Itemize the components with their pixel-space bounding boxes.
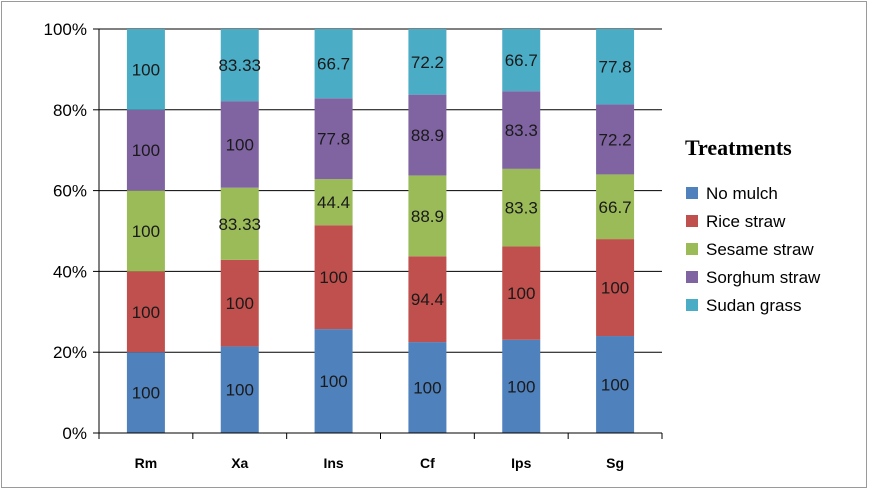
- data-label: 83.3: [505, 199, 538, 218]
- data-label: 100: [226, 381, 254, 400]
- data-label: 100: [132, 303, 160, 322]
- data-label: 100: [132, 60, 160, 79]
- bar-segment: [220, 101, 259, 188]
- legend-entry: Sudan grass: [706, 296, 801, 315]
- bar-segment: [408, 29, 447, 95]
- bar-segment: [220, 259, 259, 347]
- bar-segment: [314, 29, 353, 99]
- bar-segment: [502, 91, 541, 169]
- data-label: 88.9: [411, 126, 444, 145]
- bar-segment: [314, 225, 353, 330]
- legend-entry: Sorghum straw: [706, 268, 821, 287]
- data-label: 77.8: [599, 58, 632, 77]
- data-label: 88.9: [411, 207, 444, 226]
- bar-segment: [502, 246, 541, 340]
- data-label: 100: [226, 135, 254, 154]
- y-tick-label: 20%: [53, 343, 87, 362]
- legend: Treatments No mulch Rice straw Sesame stra…: [685, 135, 821, 315]
- data-label: 44.4: [317, 193, 350, 212]
- data-label: 100: [132, 384, 160, 403]
- legend-entry: No mulch: [706, 184, 778, 203]
- bar-segment: [408, 256, 447, 343]
- legend-swatch: [686, 243, 698, 255]
- bar-segment: [314, 98, 353, 180]
- bar-segment: [314, 179, 353, 226]
- legend-swatch: [686, 187, 698, 199]
- y-tick-label: 80%: [53, 101, 87, 120]
- bar-segment: [596, 29, 635, 105]
- bar-segment: [220, 29, 259, 102]
- bar-segment: [126, 352, 165, 433]
- bar-segment: [596, 239, 635, 337]
- data-label: 83.3: [505, 121, 538, 140]
- x-tick-label: Cf: [420, 455, 435, 471]
- bar-segment: [596, 174, 635, 240]
- bar-segment: [220, 187, 259, 260]
- data-label: 100: [507, 284, 535, 303]
- data-label: 83.33: [218, 56, 261, 75]
- data-label: 72.2: [599, 130, 632, 149]
- bar-segment: [126, 190, 165, 272]
- bar-segment: [596, 336, 635, 433]
- legend-entry: Sesame straw: [706, 240, 814, 259]
- data-label: 100: [413, 379, 441, 398]
- data-label: 94.4: [411, 290, 444, 309]
- bar-segment: [502, 339, 541, 433]
- bar-segment: [408, 94, 447, 176]
- axes: 0% 20% 40% 60% 80% 100% Rm Xa Ins Cf Ips Sg: [44, 20, 663, 471]
- data-label: 100: [601, 376, 629, 395]
- y-tick-label: 40%: [53, 262, 87, 281]
- bars: 100 100 100 100 100 100 100 83.33 100 83.33 100 100…: [126, 29, 635, 433]
- legend-entry: Rice straw: [706, 212, 786, 231]
- data-label: 77.8: [317, 130, 350, 149]
- data-label: 100: [601, 279, 629, 298]
- bar-segment: [126, 271, 165, 353]
- data-label: 100: [319, 372, 347, 391]
- data-label: 100: [132, 222, 160, 241]
- bar-segment: [596, 104, 635, 175]
- legend-swatch: [686, 271, 698, 283]
- bar-segment: [408, 175, 447, 257]
- data-label: 72.2: [411, 53, 444, 72]
- x-tick-label: Ips: [511, 455, 531, 471]
- x-tick-label: Ins: [323, 455, 343, 471]
- y-tick-label: 0%: [62, 424, 87, 443]
- data-label: 66.7: [505, 51, 538, 70]
- data-label: 100: [319, 268, 347, 287]
- bar-segment: [220, 346, 259, 433]
- y-tick-label: 100%: [44, 20, 87, 39]
- gridlines: [99, 28, 662, 353]
- bar-segment: [126, 29, 165, 110]
- data-label: 100: [226, 294, 254, 313]
- legend-swatch: [686, 215, 698, 227]
- bar-segment: [314, 329, 353, 433]
- x-tick-label: Xa: [231, 455, 248, 471]
- legend-swatch: [686, 299, 698, 311]
- legend-title: Treatments: [685, 135, 792, 160]
- x-tick-label: Rm: [135, 455, 158, 471]
- bar-segment: [126, 109, 165, 191]
- bar-segment: [408, 342, 447, 433]
- x-tick-label: Sg: [606, 455, 624, 471]
- bar-segment: [502, 168, 541, 247]
- data-label: 66.7: [317, 55, 350, 74]
- data-label: 83.33: [218, 215, 261, 234]
- bar-segment: [502, 29, 541, 92]
- data-label: 66.7: [599, 198, 632, 217]
- data-label: 100: [132, 141, 160, 160]
- y-tick-label: 60%: [53, 182, 87, 201]
- data-label: 100: [507, 377, 535, 396]
